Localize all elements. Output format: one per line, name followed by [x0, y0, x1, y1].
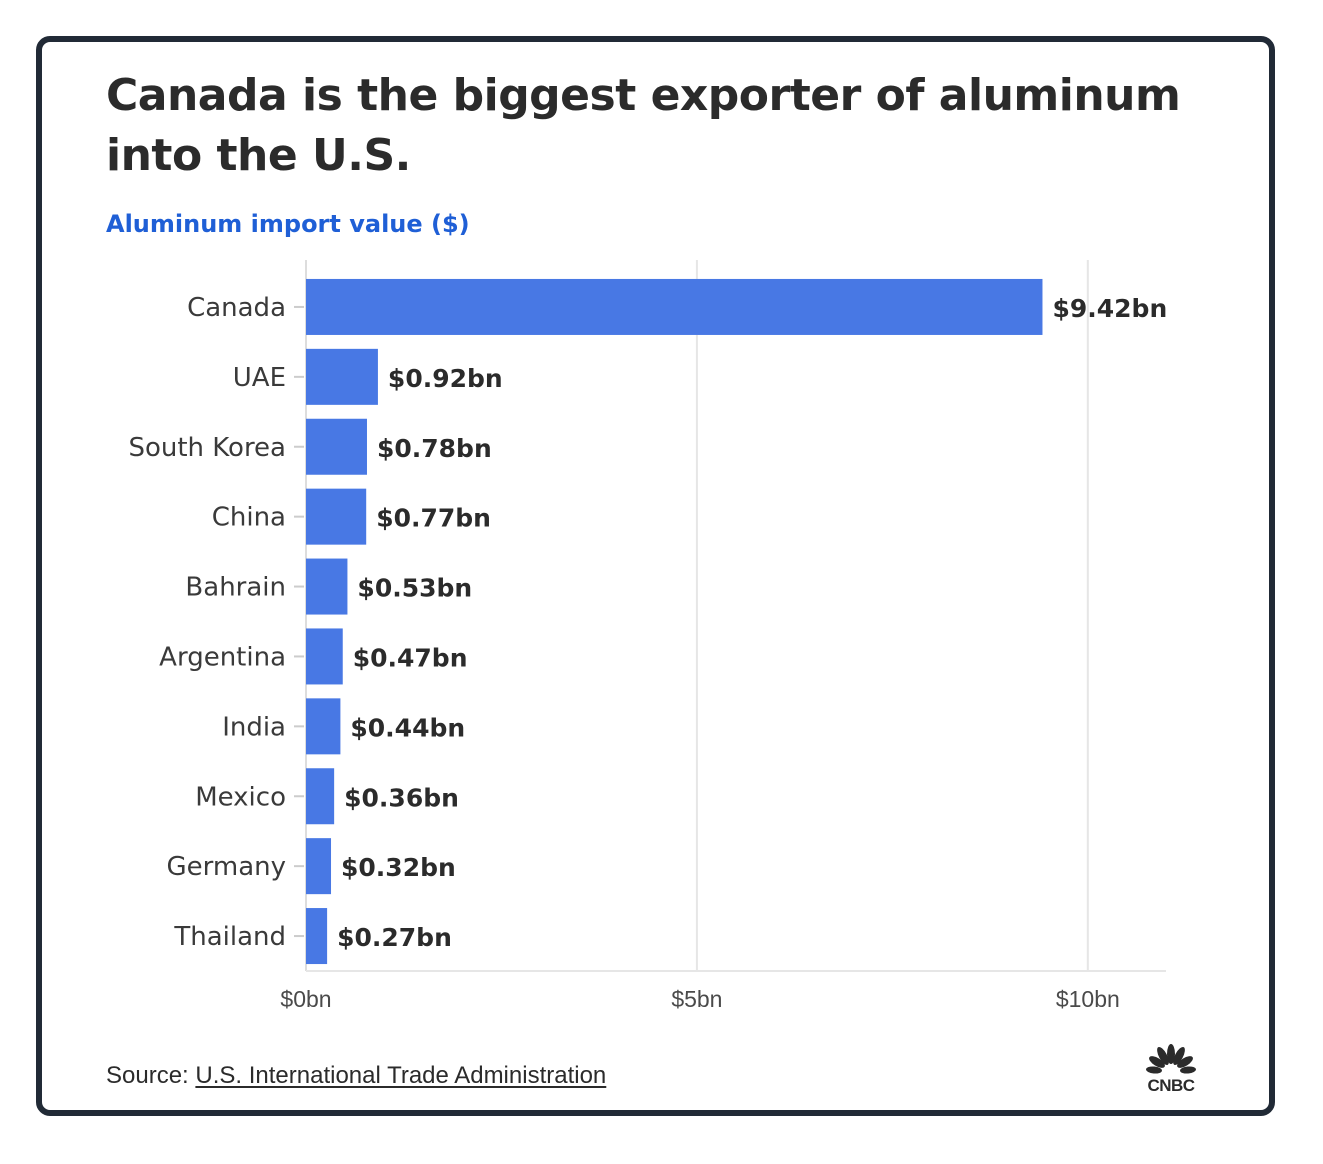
x-tick-label: $10bn	[1056, 986, 1120, 1012]
bar	[306, 768, 335, 825]
chart-subtitle: Aluminum import value ($)	[106, 210, 470, 238]
category-label: Thailand	[173, 922, 286, 952]
data-label: $0.53bn	[357, 574, 472, 603]
bar	[306, 908, 328, 965]
chart-title: Canada is the biggest exporter of alumin…	[106, 70, 1181, 181]
chart-card: Canada is the biggest exporter of alumin…	[36, 36, 1275, 1116]
bar	[306, 558, 348, 615]
bar	[306, 418, 367, 475]
x-tick-label: $0bn	[280, 986, 331, 1012]
data-label: $0.77bn	[376, 504, 491, 533]
data-label: $0.36bn	[344, 783, 459, 812]
source-line: Source: U.S. International Trade Adminis…	[106, 1060, 606, 1092]
category-label: Bahrain	[185, 573, 286, 603]
category-label: UAE	[233, 363, 286, 393]
data-label: $0.78bn	[377, 434, 492, 463]
category-label: China	[212, 503, 286, 533]
data-label: $0.44bn	[350, 713, 465, 742]
bar	[306, 488, 367, 545]
category-label: Canada	[187, 293, 286, 323]
bar-chart: Canada $9.42bn UAE $0.92bn South Korea $0.78b…	[128, 260, 1167, 1012]
data-label: $0.32bn	[341, 853, 456, 882]
bar	[306, 278, 1043, 335]
peacock-icon	[1146, 1044, 1196, 1074]
category-label: Argentina	[159, 642, 286, 672]
category-label: Germany	[166, 852, 286, 882]
bars	[306, 278, 1043, 965]
bar	[306, 628, 343, 685]
data-label: $9.42bn	[1052, 294, 1167, 323]
category-labels: Canada $9.42bn UAE $0.92bn South Korea $0.78b…	[128, 293, 1167, 952]
category-label: South Korea	[128, 433, 286, 463]
data-label: $0.47bn	[353, 643, 468, 672]
bar	[306, 698, 341, 755]
data-label: $0.92bn	[388, 364, 503, 393]
x-tick-label: $5bn	[671, 986, 722, 1012]
category-label: India	[222, 712, 286, 742]
bar	[306, 838, 332, 895]
data-label: $0.27bn	[337, 923, 452, 952]
bar	[306, 348, 378, 405]
cnbc-logo-text: CNBC	[1147, 1076, 1195, 1095]
x-axis: $0bn $5bn $10bn	[280, 970, 1166, 1012]
cnbc-logo: CNBC	[1136, 1042, 1206, 1102]
source-link[interactable]: U.S. International Trade Administration	[195, 1062, 607, 1089]
source-prefix: Source:	[106, 1062, 196, 1089]
category-label: Mexico	[195, 782, 286, 812]
